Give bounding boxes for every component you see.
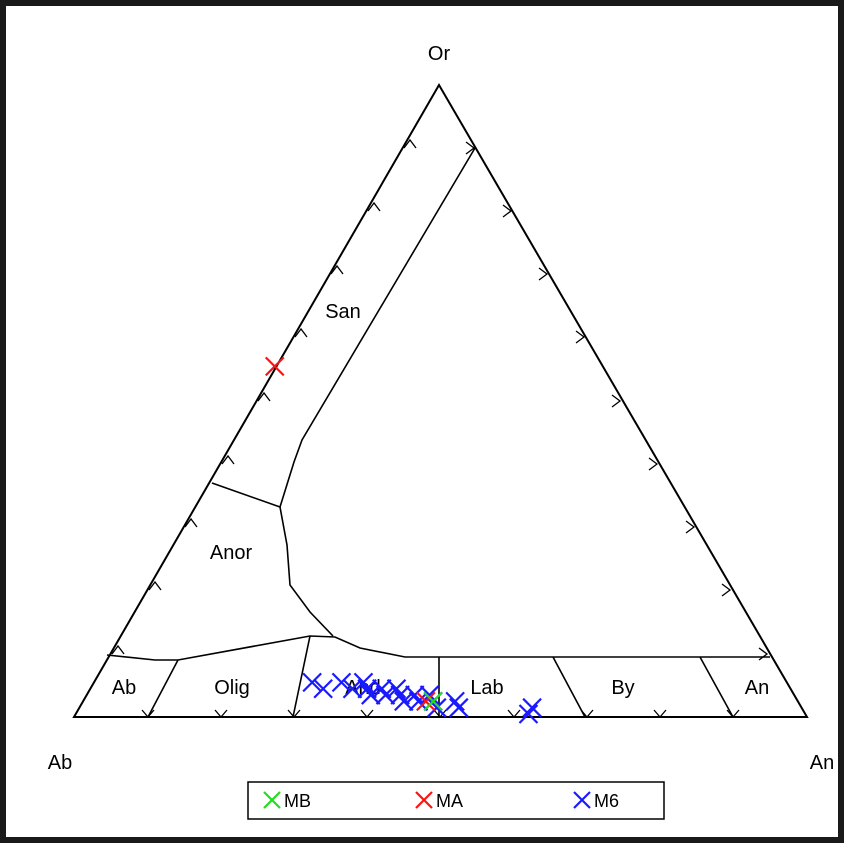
sample-marker-m6 — [375, 685, 396, 705]
tick-left-7 — [184, 517, 198, 528]
tick-right-7 — [685, 520, 696, 534]
tick-left-8 — [148, 580, 162, 591]
field-label-olig: Olig — [214, 677, 250, 699]
tick-left-9 — [111, 644, 125, 655]
sample-marker-m6 — [386, 678, 407, 699]
field-label-an: An — [745, 677, 769, 699]
tick-right-9 — [758, 647, 769, 661]
tick-right-1 — [465, 141, 476, 155]
tick-right-3 — [538, 267, 549, 281]
tick-bottom-9 — [726, 709, 740, 718]
field-boundaries — [106, 147, 770, 718]
sample-marker-m6 — [372, 678, 392, 699]
sample-marker-m6 — [394, 691, 414, 712]
field-label-lab: Lab — [470, 677, 503, 699]
field-label-anor: Anor — [210, 542, 253, 564]
vertex-label-or: Or — [428, 43, 451, 65]
tick-left-1 — [403, 138, 417, 149]
divider-olig-and — [292, 635, 311, 718]
legend-box — [247, 781, 665, 820]
legend-swatch-mb — [263, 791, 281, 809]
tick-marks — [111, 138, 769, 718]
sample-marker-ma — [264, 356, 285, 377]
sample-marker-m6 — [357, 678, 377, 699]
tick-bottom-5 — [433, 709, 447, 718]
plag-band-top — [106, 635, 770, 661]
tick-bottom-2 — [214, 709, 228, 718]
tick-right-8 — [721, 583, 732, 597]
sample-marker-m6 — [353, 672, 374, 693]
sample-marker-ma — [416, 691, 436, 712]
legend-swatch-m6 — [573, 791, 591, 809]
tick-left-3 — [330, 264, 344, 275]
field-label-san: San — [325, 301, 361, 323]
sample-marker-m6 — [361, 685, 381, 705]
legend: MB MA M6 — [247, 781, 665, 820]
tick-bottom-1 — [141, 709, 155, 718]
divider-by-an — [699, 656, 734, 718]
san-boundary — [279, 147, 476, 508]
divider-ab-olig — [147, 659, 179, 718]
tick-left-6 — [221, 454, 235, 465]
legend-swatch-ma — [415, 791, 433, 809]
sample-marker-m6 — [445, 691, 465, 712]
tick-bottom-6 — [507, 709, 521, 718]
sample-marker-mb — [423, 691, 443, 712]
legend-label-ma: MA — [436, 791, 463, 811]
sample-markers — [264, 356, 542, 724]
field-label-by: By — [611, 677, 634, 699]
sample-marker-m6 — [419, 685, 440, 705]
sample-marker-m6 — [390, 685, 410, 705]
vertex-label-ab: Ab — [48, 752, 72, 774]
sample-marker-m6 — [522, 697, 542, 718]
field-label-ab: Ab — [112, 677, 136, 699]
divider-lab-by — [552, 656, 586, 718]
tick-left-2 — [367, 201, 381, 212]
tick-right-4 — [575, 330, 586, 344]
tick-left-5 — [257, 391, 271, 402]
sample-marker-m6 — [331, 672, 352, 693]
anor-boundary-right — [279, 506, 334, 637]
legend-label-m6: M6 — [594, 791, 619, 811]
sample-marker-m6 — [518, 704, 539, 724]
tick-bottom-3 — [287, 709, 301, 718]
sample-marker-m6 — [405, 685, 425, 705]
vertex-label-an: An — [810, 752, 834, 774]
sample-marker-m6 — [427, 697, 447, 718]
tick-left-4 — [294, 327, 308, 338]
sample-marker-m6 — [313, 678, 333, 699]
tick-bottom-4 — [360, 709, 374, 718]
sample-marker-m6 — [342, 678, 363, 699]
anor-boundary-top — [211, 482, 281, 508]
tick-right-2 — [502, 204, 513, 218]
tick-bottom-8 — [653, 709, 667, 718]
tick-right-6 — [648, 457, 659, 471]
tick-right-5 — [611, 394, 622, 408]
tick-bottom-7 — [580, 709, 594, 718]
sample-marker-m6 — [449, 697, 469, 718]
sample-marker-m6 — [408, 691, 429, 712]
sample-marker-m6 — [302, 672, 322, 693]
legend-label-mb: MB — [284, 791, 311, 811]
